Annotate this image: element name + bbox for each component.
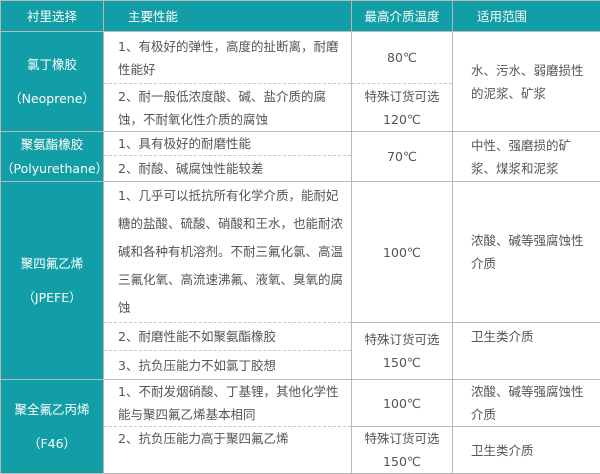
temp-value: 150℃ [352, 351, 452, 374]
lining-name-cell: 氯丁橡胶（Neoprene） [1, 32, 104, 132]
lining-name: 氯丁橡胶 [1, 48, 103, 82]
temp-value: 120℃ [352, 108, 452, 131]
application-cell: 浓酸、碱等强腐蚀性介质 [453, 380, 600, 427]
table-row: 氯丁橡胶（Neoprene） 1、有极好的弹性，高度的扯断离，耐磨性能好 80℃… [1, 32, 600, 84]
lining-name-en: （JPEFE） [1, 281, 103, 315]
application-cell: 中性、强磨损的矿浆、煤浆和泥浆 [453, 132, 600, 182]
temp-cell: 100℃ [352, 182, 453, 323]
header-application: 适用范围 [453, 1, 600, 32]
property-cell: 2、抗负压能力高于聚四氟乙烯 [104, 427, 352, 474]
lining-name: 聚四氟乙烯 [1, 247, 103, 281]
property-cell: 2、耐一般低浓度酸、碱、盐介质的腐蚀，不耐氧化性介质的腐蚀 [104, 84, 352, 132]
lining-name: 聚全氟乙丙烯 [1, 393, 103, 427]
temp-cell: 100℃ [352, 380, 453, 427]
lining-name-en: （F46） [1, 427, 103, 461]
temp-note: 特殊订货可选 [352, 427, 452, 450]
temp-note: 特殊订货可选 [352, 85, 452, 108]
lining-name-en: （Polyurethane） [1, 157, 103, 181]
temp-cell: 70℃ [352, 132, 453, 182]
application-cell: 卫生类介质 [453, 427, 600, 474]
property-cell: 2、耐磨性能不如聚氨酯橡胶 [104, 323, 352, 351]
header-lining: 衬里选择 [1, 1, 104, 32]
property-cell: 1、几乎可以抵抗所有化学介质，能耐妃糖的盐酸、硫酸、硝酸和王水，也能耐浓碱和各种… [104, 182, 352, 323]
header-properties: 主要性能 [104, 1, 352, 32]
application-cell: 卫生类介质 [453, 323, 600, 380]
temp-value: 150℃ [352, 450, 452, 473]
property-cell: 2、耐酸、碱腐蚀性能较差 [104, 156, 352, 182]
temp-cell: 80℃ [352, 32, 453, 84]
application-cell: 水、污水、弱磨损性的泥浆、矿浆 [453, 32, 600, 132]
property-cell: 1、有极好的弹性，高度的扯断离，耐磨性能好 [104, 32, 352, 84]
table-row: 聚全氟乙丙烯（F46） 1、不耐发烟硝酸、丁基锂，其他化学性能与聚四氟乙烯基本相… [1, 380, 600, 427]
lining-name: 聚氨酯橡胶 [1, 133, 103, 157]
header-max-temp: 最高介质温度 [352, 1, 453, 32]
application-cell: 浓酸、碱等强腐蚀性介质 [453, 182, 600, 323]
header-row: 衬里选择 主要性能 最高介质温度 适用范围 [1, 1, 600, 32]
lining-name-cell: 聚四氟乙烯（JPEFE） [1, 182, 104, 380]
property-cell: 1、不耐发烟硝酸、丁基锂，其他化学性能与聚四氟乙烯基本相同 [104, 380, 352, 427]
lining-name-cell: 聚氨酯橡胶（Polyurethane） [1, 132, 104, 182]
table-row: 聚四氟乙烯（JPEFE） 1、几乎可以抵抗所有化学介质，能耐妃糖的盐酸、硫酸、硝… [1, 182, 600, 323]
table-row: 聚氨酯橡胶（Polyurethane） 1、具有极好的耐磨性能 70℃ 中性、强… [1, 132, 600, 156]
lining-name-en: （Neoprene） [1, 82, 103, 116]
property-cell: 3、抗负压能力不如氯丁胶想 [104, 351, 352, 380]
temp-note: 特殊订货可选 [352, 328, 452, 351]
property-cell: 1、具有极好的耐磨性能 [104, 132, 352, 156]
